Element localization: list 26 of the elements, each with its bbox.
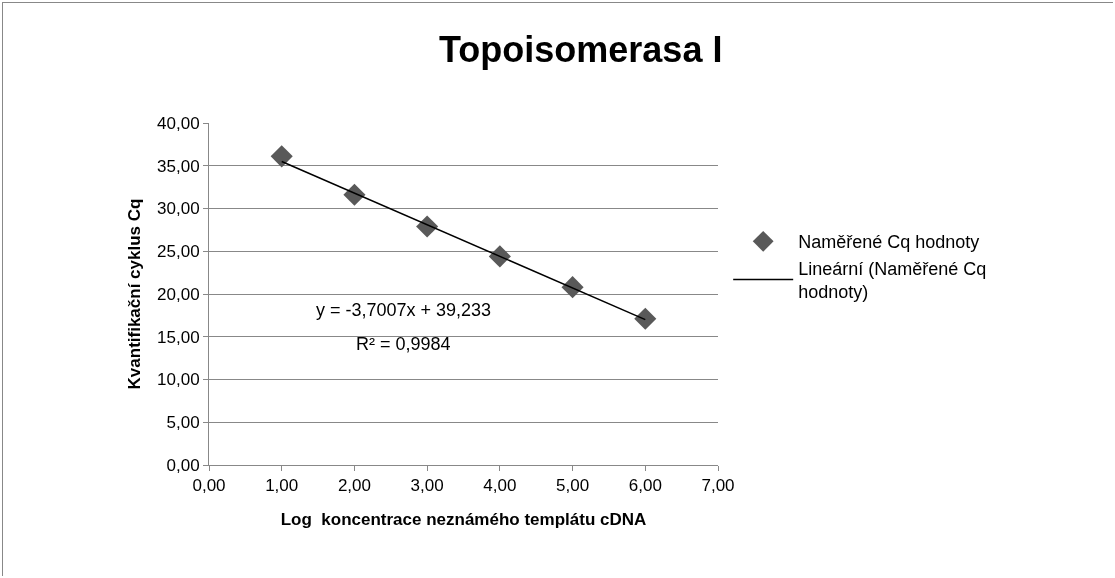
x-tick-label: 5,00: [556, 476, 590, 496]
x-tick-label: 1,00: [265, 476, 299, 496]
x-tick-label: 4,00: [483, 476, 517, 496]
point: [270, 145, 293, 168]
y-axis-title: Kvantifikační cyklus Cq: [124, 198, 144, 390]
x-tick-label: 3,00: [410, 476, 444, 496]
y-tick-label: 15,00: [157, 327, 200, 347]
y-tick-label: 40,00: [157, 113, 200, 133]
y-tick-label: 20,00: [157, 284, 200, 304]
x-tick-label: 7,00: [701, 476, 735, 496]
legend-label: Naměřené Cq hodnoty: [798, 232, 980, 253]
x-tick-label: 2,00: [337, 476, 371, 496]
chart-title: Topoisomerasa I: [439, 28, 723, 70]
x-tick-label: 0,00: [192, 476, 226, 496]
y-tick-label: 10,00: [157, 370, 200, 390]
point: [634, 307, 657, 330]
y-tick-label: 35,00: [157, 156, 200, 176]
y-tick-label: 5,00: [166, 413, 200, 433]
x-tick-label: 6,00: [628, 476, 662, 496]
y-tick-label: 25,00: [157, 242, 200, 262]
x-axis-title: Log koncentrace neznámého templátu cDNA: [280, 509, 647, 529]
y-tick-label: 0,00: [166, 455, 200, 475]
annotation: R² = 0,9984: [356, 334, 451, 354]
annotation: y = -3,7007x + 39,233: [316, 300, 492, 320]
legend-label: Lineární (Naměřené Cq hodnoty): [798, 258, 987, 303]
y-tick-label: 30,00: [157, 199, 200, 219]
